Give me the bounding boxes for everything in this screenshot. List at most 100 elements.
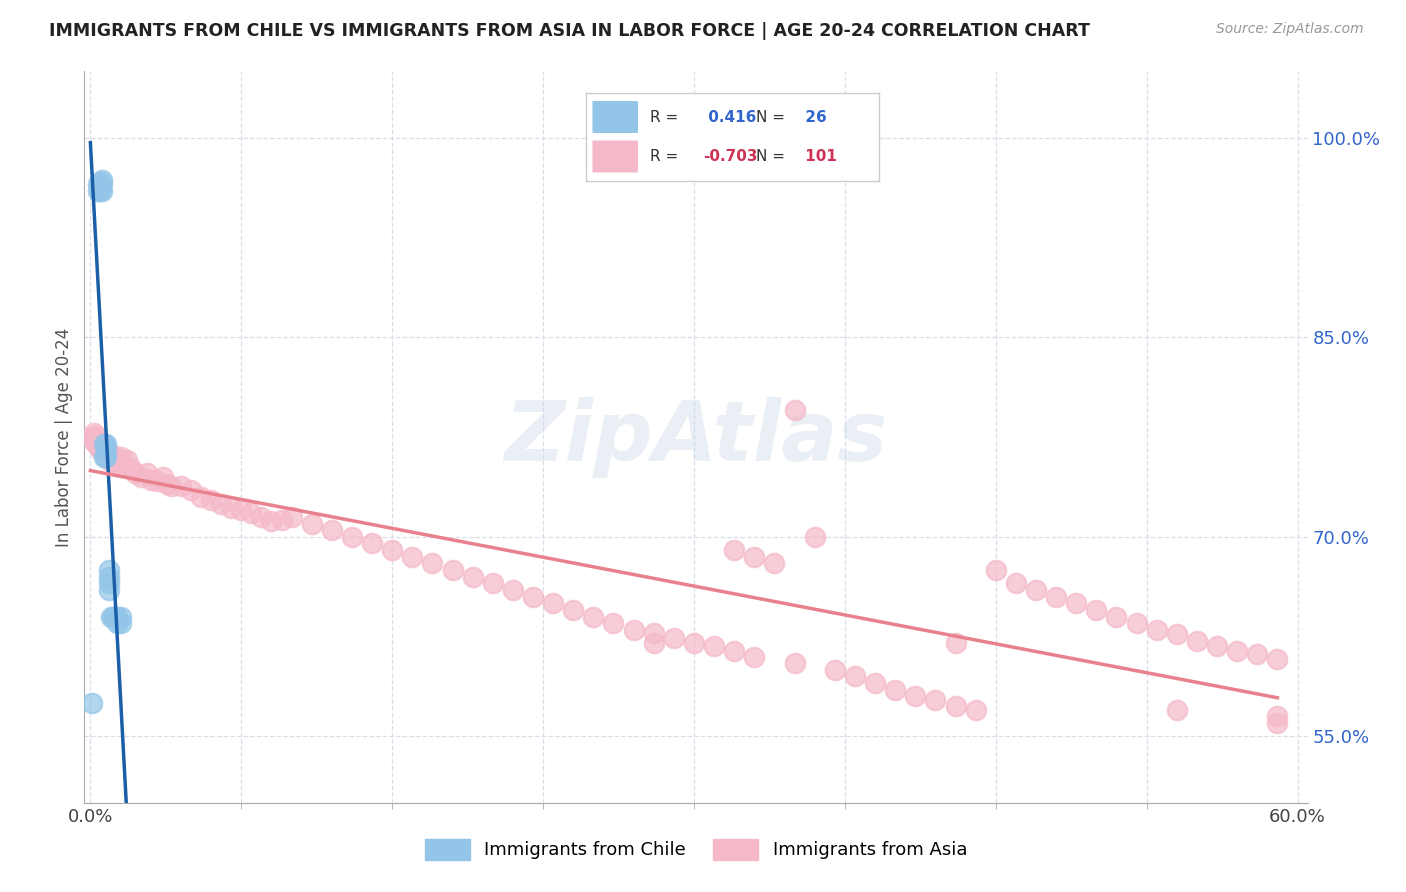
Point bbox=[301, 516, 323, 531]
Point bbox=[100, 609, 122, 624]
Point bbox=[91, 436, 114, 450]
Point bbox=[481, 576, 503, 591]
Point bbox=[96, 450, 118, 464]
Point bbox=[441, 563, 464, 577]
Point bbox=[152, 470, 174, 484]
Point bbox=[844, 669, 866, 683]
Point bbox=[502, 582, 524, 597]
Point bbox=[1267, 716, 1289, 731]
Point bbox=[129, 470, 152, 484]
Point bbox=[96, 443, 118, 458]
Point bbox=[1185, 633, 1208, 648]
Point bbox=[231, 503, 253, 517]
Point bbox=[96, 450, 118, 464]
Point bbox=[924, 693, 946, 707]
Point bbox=[381, 543, 404, 558]
Point bbox=[461, 570, 484, 584]
Point bbox=[146, 474, 169, 488]
Point bbox=[742, 549, 765, 564]
Point bbox=[91, 444, 114, 458]
Point bbox=[97, 452, 120, 467]
Point bbox=[89, 442, 111, 456]
Point bbox=[783, 656, 806, 670]
Point bbox=[86, 429, 108, 443]
Point bbox=[83, 434, 105, 448]
Point bbox=[105, 616, 128, 631]
Point bbox=[93, 439, 115, 453]
Point bbox=[662, 631, 685, 645]
Point bbox=[723, 644, 745, 658]
Legend: Immigrants from Chile, Immigrants from Asia: Immigrants from Chile, Immigrants from A… bbox=[418, 831, 974, 867]
Point bbox=[156, 476, 179, 491]
Point bbox=[562, 603, 585, 617]
Point bbox=[723, 543, 745, 558]
Point bbox=[783, 403, 806, 417]
Point bbox=[945, 698, 967, 713]
Point bbox=[240, 506, 263, 520]
Point bbox=[703, 639, 725, 653]
Point bbox=[824, 663, 846, 677]
Point bbox=[401, 549, 423, 564]
Point bbox=[321, 523, 343, 537]
Point bbox=[100, 447, 122, 461]
Point bbox=[1226, 644, 1249, 658]
Point bbox=[124, 466, 146, 480]
Point bbox=[270, 512, 292, 526]
Point bbox=[160, 479, 183, 493]
Point bbox=[1267, 709, 1289, 723]
Point bbox=[87, 439, 110, 453]
Point bbox=[884, 682, 907, 697]
Point bbox=[139, 473, 162, 487]
Text: IMMIGRANTS FROM CHILE VS IMMIGRANTS FROM ASIA IN LABOR FORCE | AGE 20-24 CORRELA: IMMIGRANTS FROM CHILE VS IMMIGRANTS FROM… bbox=[49, 22, 1090, 40]
Point bbox=[863, 676, 886, 690]
Point bbox=[93, 436, 115, 450]
Point bbox=[110, 616, 132, 631]
Point bbox=[250, 509, 273, 524]
Point bbox=[643, 625, 665, 640]
Point bbox=[101, 609, 124, 624]
Point bbox=[89, 175, 111, 189]
Point bbox=[1045, 590, 1067, 604]
Point bbox=[340, 530, 363, 544]
Point bbox=[120, 460, 142, 475]
Point bbox=[945, 636, 967, 650]
Point bbox=[103, 450, 125, 464]
Point bbox=[89, 434, 111, 448]
Point bbox=[97, 570, 120, 584]
Point bbox=[1005, 576, 1028, 591]
Point bbox=[170, 479, 193, 493]
Point bbox=[280, 509, 302, 524]
Point bbox=[190, 490, 212, 504]
Point bbox=[683, 636, 706, 650]
Point bbox=[1025, 582, 1047, 597]
Point bbox=[643, 636, 665, 650]
Point bbox=[111, 457, 134, 471]
Point bbox=[101, 455, 124, 469]
Point bbox=[115, 452, 138, 467]
Point bbox=[260, 514, 283, 528]
Point bbox=[97, 582, 120, 597]
Point bbox=[582, 609, 605, 624]
Point bbox=[89, 184, 111, 198]
Point bbox=[96, 436, 118, 450]
Point bbox=[1267, 652, 1289, 666]
Text: ZipAtlas: ZipAtlas bbox=[505, 397, 887, 477]
Point bbox=[82, 696, 104, 710]
Point bbox=[180, 483, 202, 498]
Point bbox=[91, 178, 114, 192]
Point bbox=[1166, 627, 1188, 641]
Point bbox=[541, 596, 564, 610]
Text: Source: ZipAtlas.com: Source: ZipAtlas.com bbox=[1216, 22, 1364, 37]
Point bbox=[87, 184, 110, 198]
Point bbox=[91, 184, 114, 198]
Point bbox=[742, 649, 765, 664]
Point bbox=[763, 557, 786, 571]
Point bbox=[86, 436, 108, 450]
Point bbox=[1105, 609, 1128, 624]
Point bbox=[83, 426, 105, 441]
Point bbox=[803, 530, 825, 544]
Point bbox=[1246, 647, 1268, 661]
Point bbox=[89, 180, 111, 194]
Point bbox=[1206, 639, 1229, 653]
Point bbox=[91, 173, 114, 187]
